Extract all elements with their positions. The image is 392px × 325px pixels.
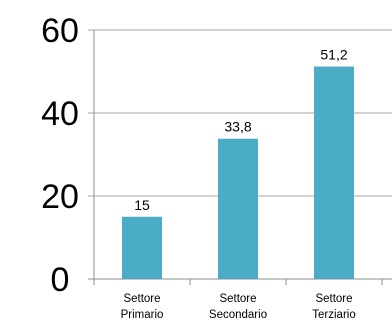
x-tick-label-0: Settore Primario xyxy=(121,293,164,321)
data-label-2: 51,2 xyxy=(320,47,347,63)
bars xyxy=(122,66,354,280)
x-tick-label-line: Terziario xyxy=(312,309,355,321)
data-label-1: 33,8 xyxy=(224,119,251,135)
x-tick-label-line: Settore xyxy=(123,293,160,305)
y-tick-label-40: 40 xyxy=(41,95,79,133)
data-label-0: 15 xyxy=(134,197,150,213)
y-tick-label-0: 0 xyxy=(51,261,70,299)
y-tick-label-20: 20 xyxy=(41,178,79,216)
bar-0 xyxy=(122,216,162,279)
x-tick-label-line: Primario xyxy=(121,309,164,321)
x-tick-label-line: Secondario xyxy=(209,309,267,321)
x-tick-label-1: Settore Secondario xyxy=(209,293,267,321)
x-tick-label-line: Settore xyxy=(315,293,352,305)
bar-1 xyxy=(218,138,258,279)
x-tick-label-2: Settore Terziario xyxy=(312,293,355,321)
labels: 0 20 40 60 15 Settore Primario 33,8 Settore Secon… xyxy=(41,12,356,321)
x-tick-label-line: Settore xyxy=(219,293,256,305)
bar-2 xyxy=(314,66,354,280)
y-tick-label-60: 60 xyxy=(41,12,79,50)
